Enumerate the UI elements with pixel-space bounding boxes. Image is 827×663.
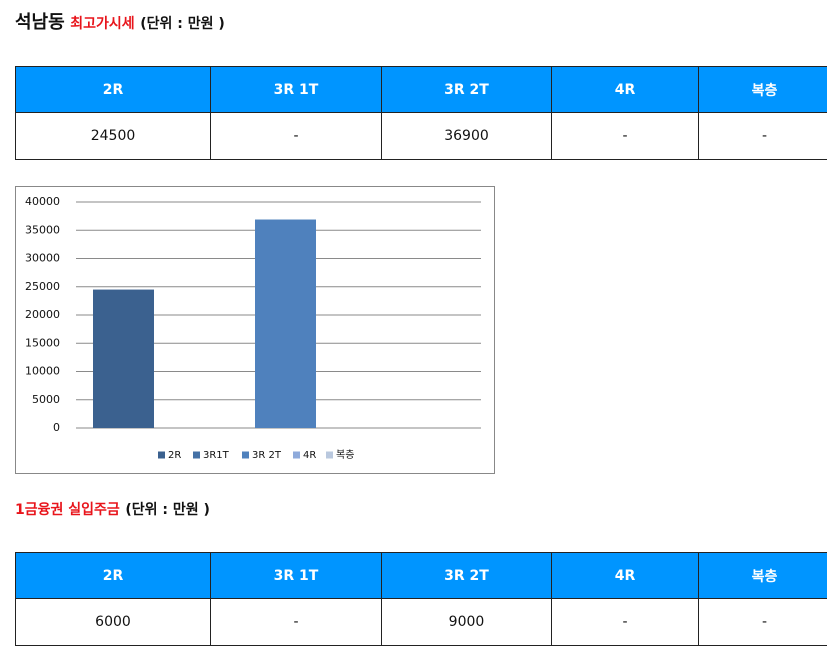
price-table: 2R 3R 1T 3R 2T 4R 복층 24500-36900- - bbox=[15, 66, 827, 160]
y-tick-label: 40000 bbox=[25, 195, 60, 208]
chart-box: 0 5000 10000 15000 20000 25000 30000 35000 40000… bbox=[15, 186, 495, 474]
legend-label: 4R bbox=[303, 450, 316, 461]
y-tick-label: 5000 bbox=[32, 393, 60, 406]
header-row: 2R 3R 1T 3R 2T 4R 복층 bbox=[15, 552, 827, 599]
column-header: 3R 2T bbox=[381, 66, 552, 113]
legend-label: 3R 2T bbox=[252, 450, 282, 461]
column-header: 2R bbox=[15, 66, 211, 113]
cell: - bbox=[551, 598, 699, 646]
legend-label: 2R bbox=[168, 450, 181, 461]
cell: - bbox=[210, 598, 382, 646]
deposit-table: 2R 3R 1T 3R 2T 4R 복층 6000-9000- - bbox=[15, 552, 827, 646]
cell: - bbox=[551, 112, 699, 160]
y-tick-label: 20000 bbox=[25, 308, 60, 321]
unit: (단위 : 만원 ) bbox=[125, 502, 210, 518]
legend-label: 3R1T bbox=[203, 450, 230, 461]
cell: 9000 bbox=[381, 598, 552, 646]
chart: 0 5000 10000 15000 20000 25000 30000 35000 40000… bbox=[25, 195, 481, 461]
title-highlight: 최고가시세 bbox=[70, 16, 135, 32]
row: 24500-36900- - bbox=[15, 112, 827, 160]
unit: (단위 : 만원 ) bbox=[140, 16, 225, 32]
legend-swatch bbox=[326, 451, 333, 459]
y-tick-label: 30000 bbox=[25, 252, 60, 265]
legend-label: 복층 bbox=[336, 449, 354, 461]
cell: 6000 bbox=[15, 598, 211, 646]
bar bbox=[93, 289, 154, 428]
title: 석남동 bbox=[15, 12, 65, 33]
column-header: 3R 2T bbox=[381, 552, 552, 599]
bar bbox=[255, 219, 316, 428]
cell: 36900 bbox=[381, 112, 552, 160]
y-tick-label: 0 bbox=[53, 421, 60, 434]
legend-swatch bbox=[293, 451, 300, 459]
header-row: 2R 3R 1T 3R 2T 4R 복층 bbox=[15, 66, 827, 113]
legend-swatch bbox=[242, 451, 249, 459]
cell: - bbox=[698, 112, 827, 160]
column-header: 4R bbox=[551, 66, 699, 113]
legend-swatch bbox=[158, 451, 165, 459]
column-header: 3R 1T bbox=[210, 552, 382, 599]
column-header: 4R bbox=[551, 552, 699, 599]
y-tick-label: 25000 bbox=[25, 280, 60, 293]
column-header: 복층 bbox=[698, 66, 827, 113]
column-header: 3R 1T bbox=[210, 66, 382, 113]
cell: - bbox=[698, 598, 827, 646]
heading: 석남동 최고가시세 (단위 : 만원 ) bbox=[15, 8, 225, 34]
legend-swatch bbox=[193, 451, 200, 459]
heading-2: 1금융권 실입주금 (단위 : 만원 ) bbox=[15, 499, 210, 519]
y-tick-label: 10000 bbox=[25, 365, 60, 378]
column-header: 복층 bbox=[698, 552, 827, 599]
y-tick-label: 35000 bbox=[25, 223, 60, 236]
cell: - bbox=[210, 112, 382, 160]
section-title: 1금융권 실입주금 bbox=[15, 502, 120, 518]
column-header: 2R bbox=[15, 552, 211, 599]
y-tick-label: 15000 bbox=[25, 336, 60, 349]
cell: 24500 bbox=[15, 112, 211, 160]
row: 6000-9000- - bbox=[15, 598, 827, 646]
